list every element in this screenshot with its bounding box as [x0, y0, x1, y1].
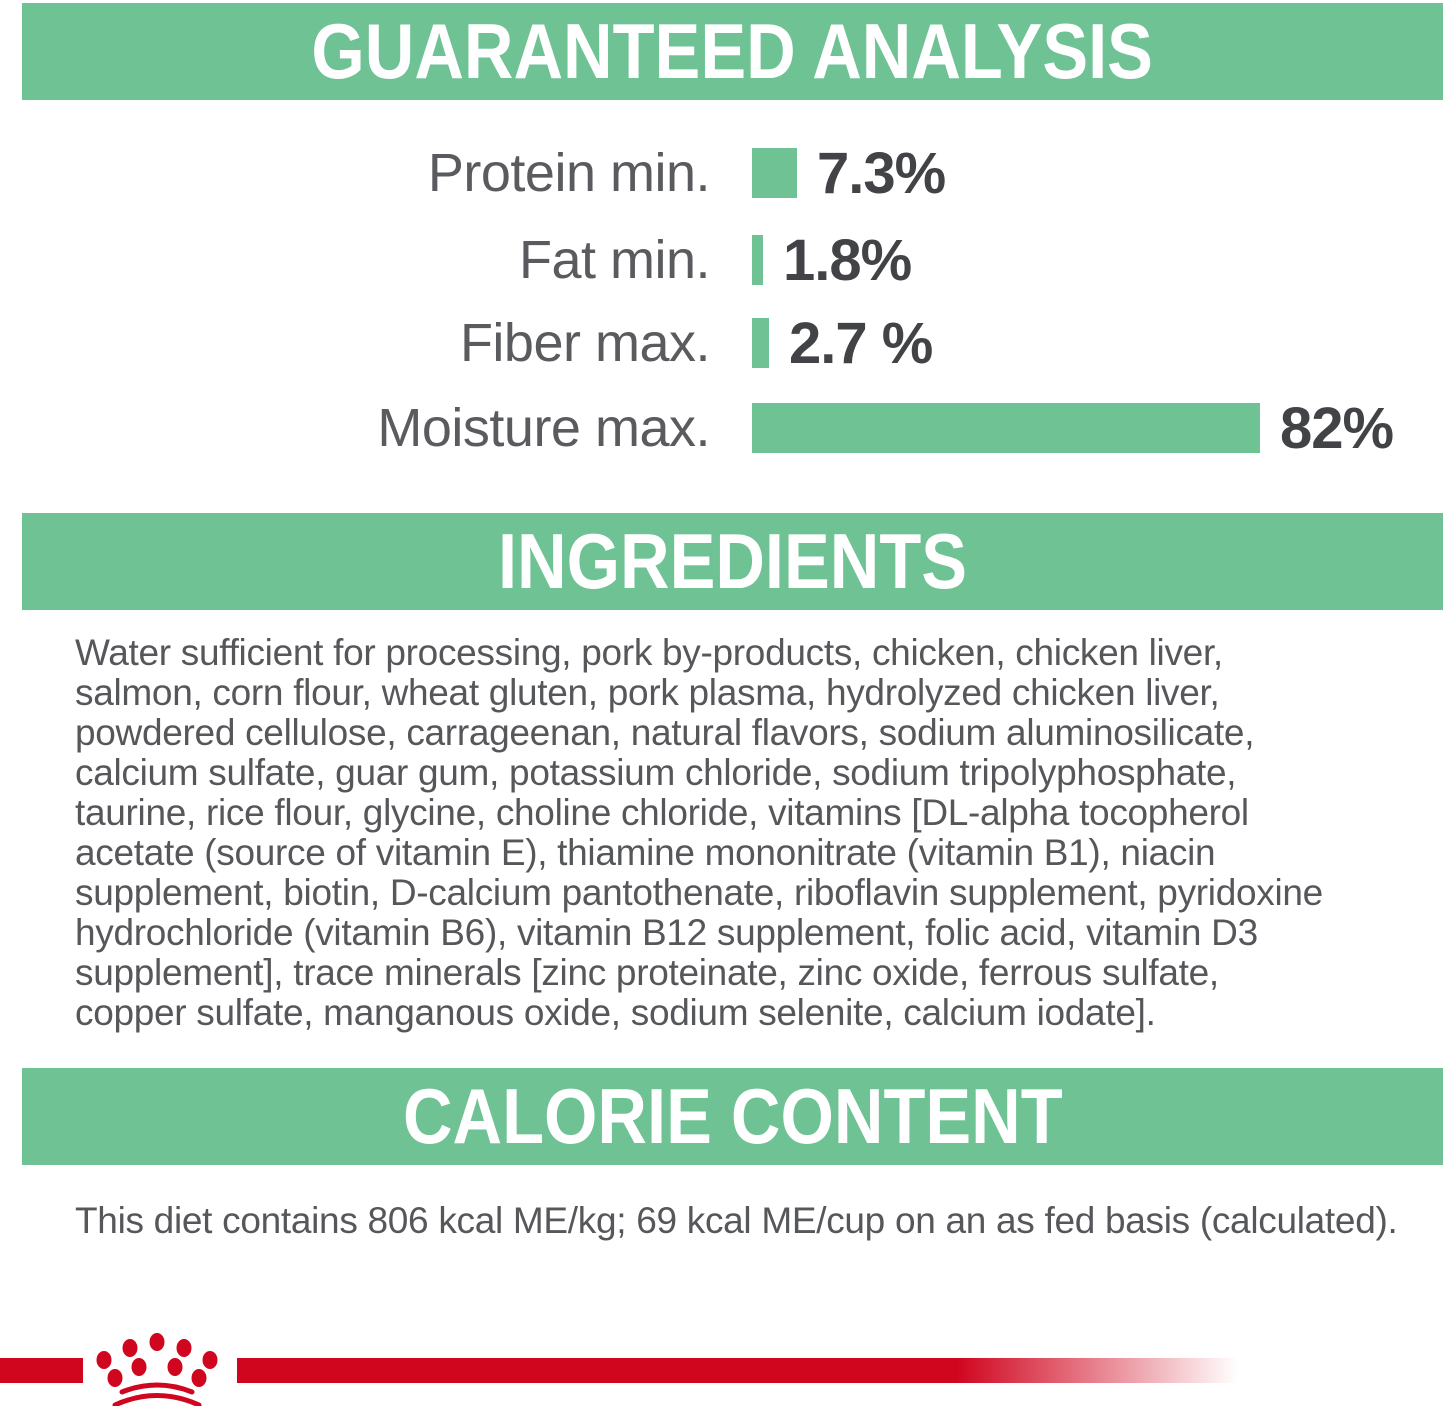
ingredients-line: Water sufficient for processing, pork by…: [75, 632, 1223, 673]
ingredients-line: salmon, corn flour, wheat gluten, pork p…: [75, 672, 1220, 713]
ingredients-line: calcium sulfate, guar gum, potassium chl…: [75, 752, 1237, 793]
calorie-content-title: CALORIE CONTENT: [402, 1072, 1063, 1160]
ingredients-line: copper sulfate, manganous oxide, sodium …: [75, 992, 1156, 1033]
ingredients-banner: INGREDIENTS: [22, 513, 1443, 610]
guaranteed-analysis-chart: Protein min. 7.3% Fat min. 1.8% Fiber max. 2.…: [0, 0, 1445, 513]
chart-value-label: 82%: [1280, 395, 1394, 461]
red-divider-line-right: [237, 1358, 1238, 1383]
chart-value-label: 7.3%: [817, 140, 946, 206]
ingredients-line: acetate (source of vitamin E), thiamine …: [75, 832, 1216, 873]
calorie-content-banner: CALORIE CONTENT: [22, 1068, 1443, 1165]
chart-bar: [752, 235, 763, 285]
calorie-content-text: This diet contains 806 kcal ME/kg; 69 kc…: [75, 1200, 1398, 1241]
guaranteed-analysis-banner: GUARANTEED ANALYSIS: [22, 3, 1443, 100]
ingredients-line: powdered cellulose, carrageenan, natural…: [75, 712, 1255, 753]
chart-bar: [752, 403, 1260, 453]
chart-bar: [752, 148, 797, 198]
ingredients-text: Water sufficient for processing, pork by…: [75, 633, 1425, 1033]
chart-bar: [752, 318, 769, 368]
chart-value-label: 2.7 %: [789, 310, 933, 376]
ingredients-title: INGREDIENTS: [497, 517, 968, 605]
chart-category-label: Fiber max.: [459, 313, 711, 373]
chart-category-label: Protein min.: [427, 143, 711, 203]
chart-value-label: 1.8%: [783, 227, 912, 293]
chart-category-label: Moisture max.: [377, 398, 710, 458]
ingredients-line: hydrochloride (vitamin B6), vitamin B12 …: [75, 912, 1258, 953]
chart-row: Moisture max. 82%: [0, 396, 1445, 461]
chart-row: Fat min. 1.8%: [0, 228, 1445, 293]
guaranteed-analysis-title: GUARANTEED ANALYSIS: [311, 7, 1154, 95]
chart-category-label: Fat min.: [518, 230, 711, 290]
ingredients-line: supplement], trace minerals [zinc protei…: [75, 952, 1219, 993]
red-divider-line-left: [0, 1358, 83, 1383]
ingredients-line: supplement, biotin, D-calcium pantothena…: [75, 872, 1323, 913]
chart-row: Protein min. 7.3%: [0, 141, 1445, 206]
royal-canin-crown-icon: [96, 1333, 218, 1406]
chart-row: Fiber max. 2.7 %: [0, 311, 1445, 376]
ingredients-line: taurine, rice flour, glycine, choline ch…: [75, 792, 1249, 833]
